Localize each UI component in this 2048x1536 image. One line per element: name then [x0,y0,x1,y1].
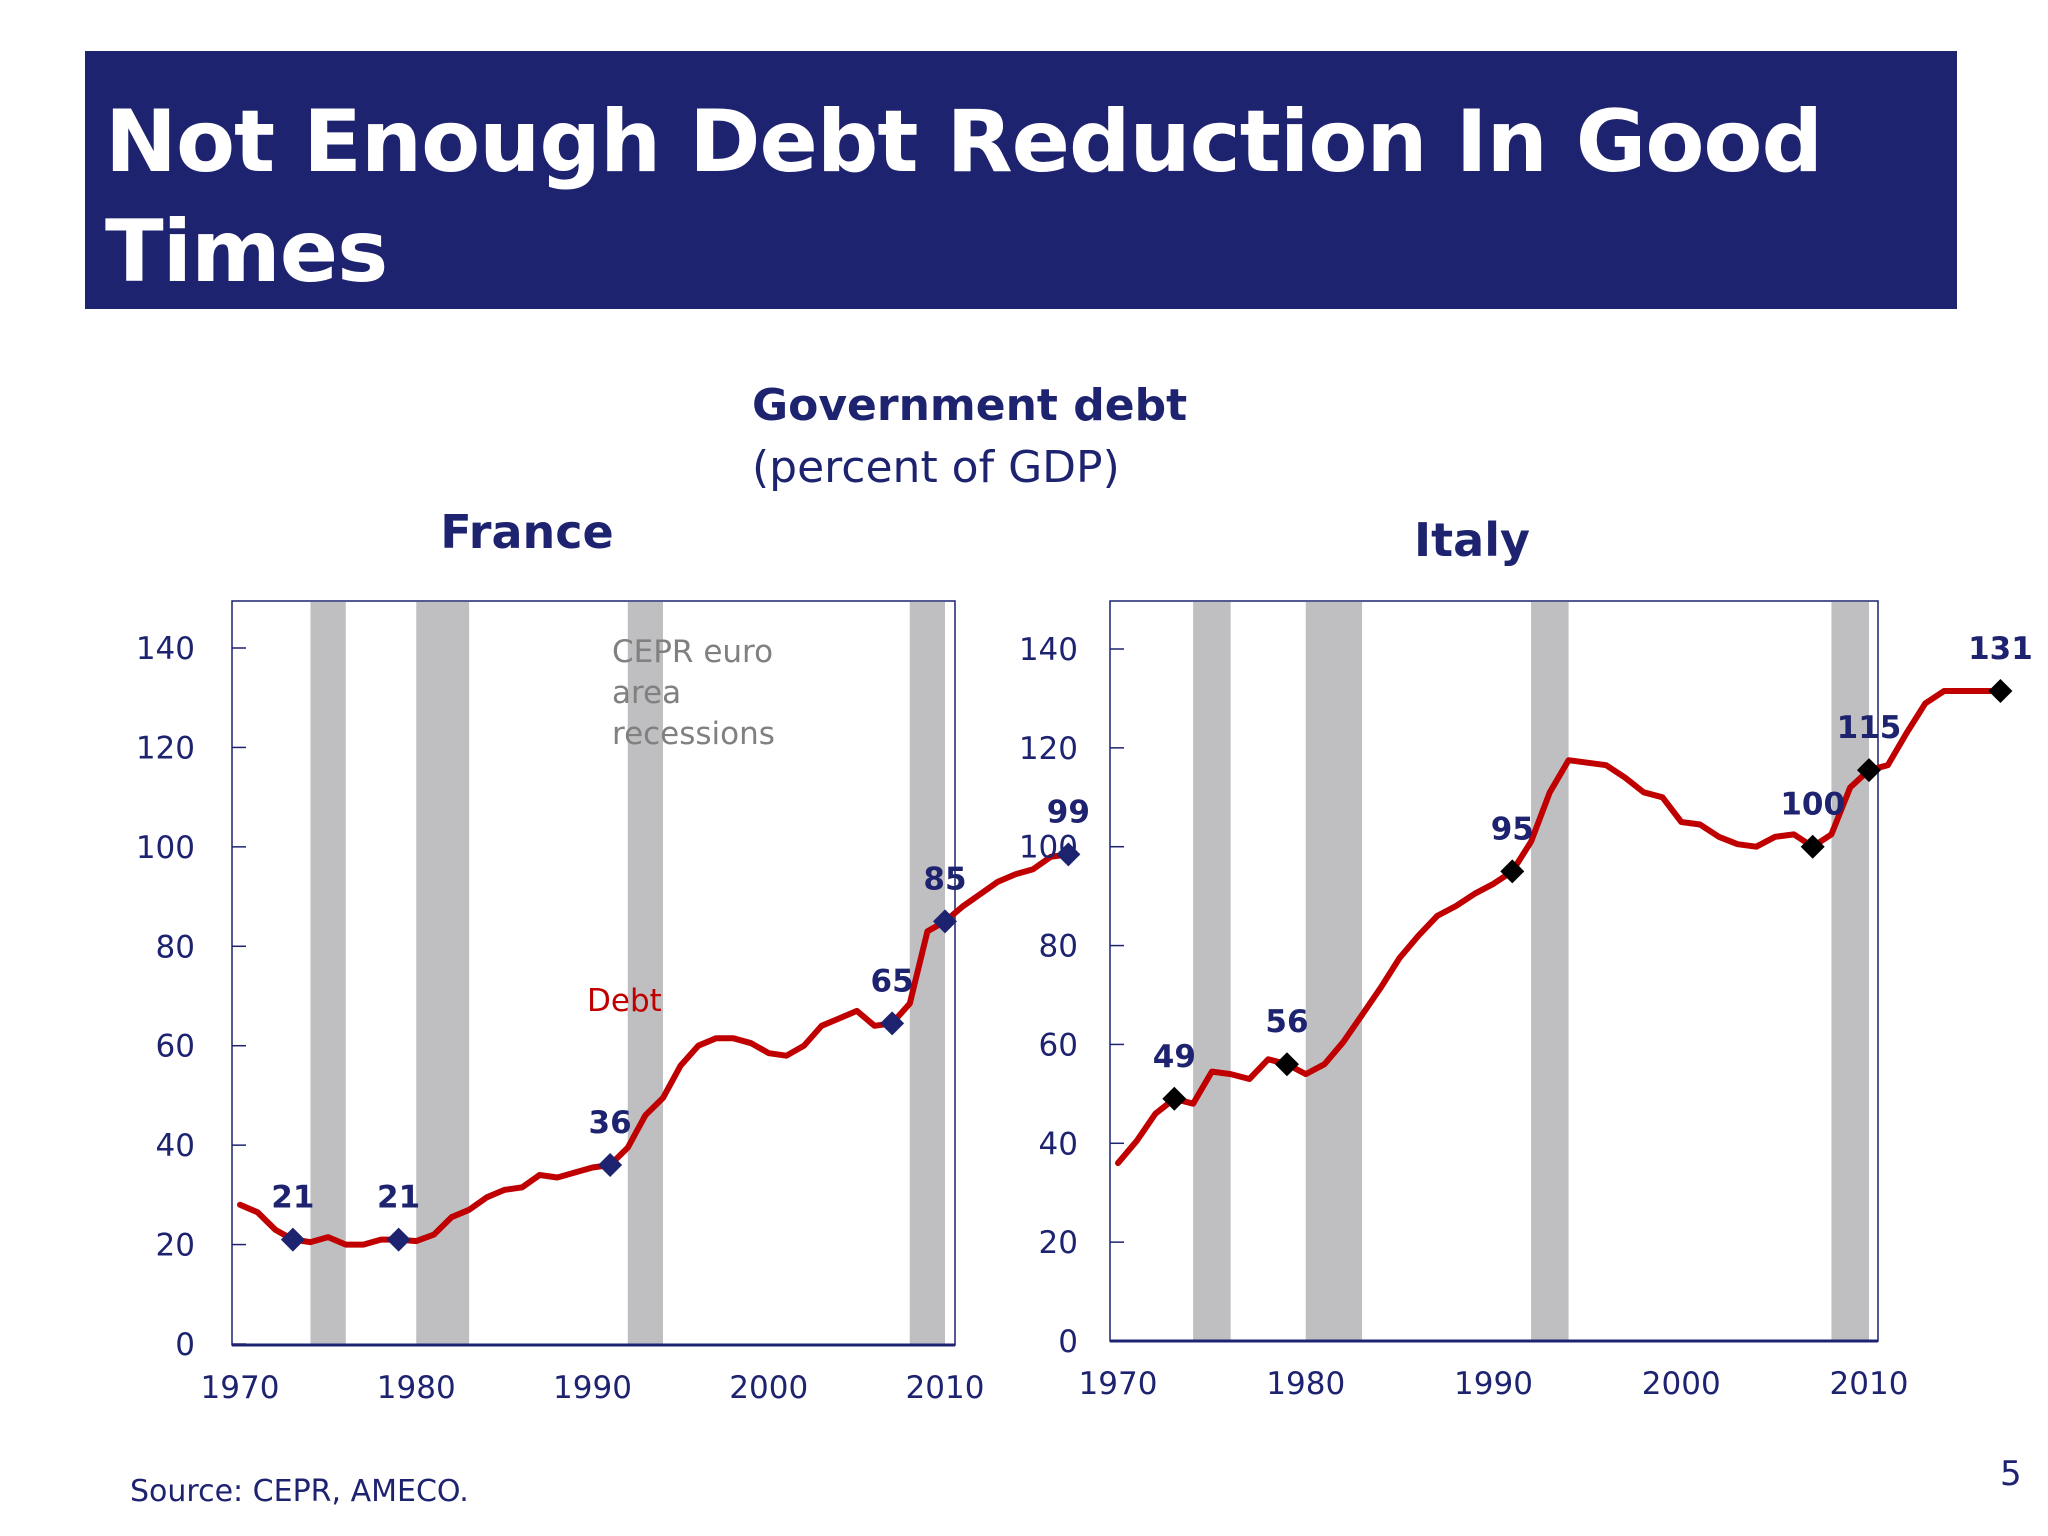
italy-x-tick-label-1980: 1980 [1266,1366,1345,1402]
italy-data-label-1: 49 [1153,1039,1196,1075]
france-recession-legend-line-2: area [612,675,681,711]
italy-y-tick-label-60: 60 [1039,1027,1078,1063]
italy-debt-line-1 [1115,688,2004,1167]
italy-y-tick-label-20: 20 [1039,1225,1078,1261]
france-debt-line-1 [237,851,1072,1248]
france-x-tick-label-1990: 1990 [553,1370,632,1406]
france-recession-band-3 [627,602,663,1345]
main-chart-title: Government debt [752,380,1188,431]
france-x-tick-label-2000: 2000 [729,1370,808,1406]
italy-marker-6 [1988,679,2013,704]
italy-y-tick-label-140: 140 [1019,632,1078,668]
france-y-tick-label-80: 80 [156,929,195,965]
france-x-tick-label-1970: 1970 [201,1370,280,1406]
italy-y-tick-label-40: 40 [1039,1126,1078,1162]
italy-panel-title: Italy [1414,513,1530,567]
italy-y-tick-label-100: 100 [1019,830,1078,866]
france-recession-band-2 [416,602,470,1345]
france-y-tick-label-20: 20 [156,1228,195,1264]
france-marker-3 [598,1153,623,1178]
france-marker-5 [933,909,957,934]
italy-y-tick-label-120: 120 [1019,731,1078,767]
italy-data-label-3: 95 [1491,811,1534,847]
italy-y-tick-label-80: 80 [1039,929,1078,965]
france-x-tick-label-2010: 2010 [906,1370,985,1406]
italy-x-tick-label-2010: 2010 [1830,1366,1909,1402]
italy-marker-2 [1274,1052,1299,1077]
france-marker-4 [880,1011,905,1036]
france-data-label-1: 21 [271,1180,314,1216]
france-y-tick-label-40: 40 [156,1128,195,1164]
italy-recession-band-1 [1193,602,1231,1341]
italy-marker-4 [1800,834,1825,859]
italy-recession-band-2 [1305,602,1363,1341]
italy-marker-1 [1162,1086,1187,1111]
source-note: Source: CEPR, AMECO. [130,1474,469,1509]
italy-data-label-5: 115 [1837,710,1902,746]
france-recession-legend-line-3: recessions [612,716,775,752]
italy-x-tick-label-1990: 1990 [1454,1366,1533,1402]
france-recession-legend-line-1: CEPR euro [612,634,773,670]
italy-x-tick-label-1970: 1970 [1079,1366,1158,1402]
italy-x-tick-label-2000: 2000 [1642,1366,1721,1402]
france-data-label-4: 65 [871,963,914,999]
france-data-label-2: 21 [377,1180,420,1216]
page-number: 5 [2000,1454,2022,1494]
slide-title: Not Enough Debt Reduction In Good Times [105,92,1823,302]
italy-data-label-6: 131 [1968,631,2033,667]
france-series-label-1: Debt [587,983,662,1019]
france-recession-legend-label: CEPR euro area recessions [612,634,775,752]
france-y-tick-label-140: 140 [136,631,195,667]
france-marker-1 [280,1227,305,1252]
italy-recession-band-4 [1831,602,1869,1341]
france-x-tick-label-1980: 1980 [377,1370,456,1406]
france-y-tick-label-0: 0 [175,1327,195,1363]
italy-data-label-4: 100 [1780,787,1845,823]
france-data-label-3: 36 [589,1105,632,1141]
france-marker-6 [1056,842,1081,867]
france-recession-band-1 [310,602,346,1345]
italy-marker-5 [1857,758,1881,783]
title-bar: Not Enough Debt Reduction In Good Times [85,51,1957,309]
italy-data-label-2: 56 [1265,1004,1308,1040]
france-marker-2 [386,1227,411,1252]
france-data-label-6: 99 [1047,794,1090,830]
france-y-tick-label-120: 120 [136,730,195,766]
italy-y-tick-label-0: 0 [1058,1324,1078,1360]
italy-recession-band-3 [1531,602,1569,1341]
main-chart-subtitle: (percent of GDP) [752,442,1120,493]
italy-marker-3 [1500,859,1525,884]
france-y-tick-label-60: 60 [156,1029,195,1065]
france-data-label-5: 85 [923,861,966,897]
france-panel-title: France [440,505,613,559]
france-y-tick-label-100: 100 [136,830,195,866]
